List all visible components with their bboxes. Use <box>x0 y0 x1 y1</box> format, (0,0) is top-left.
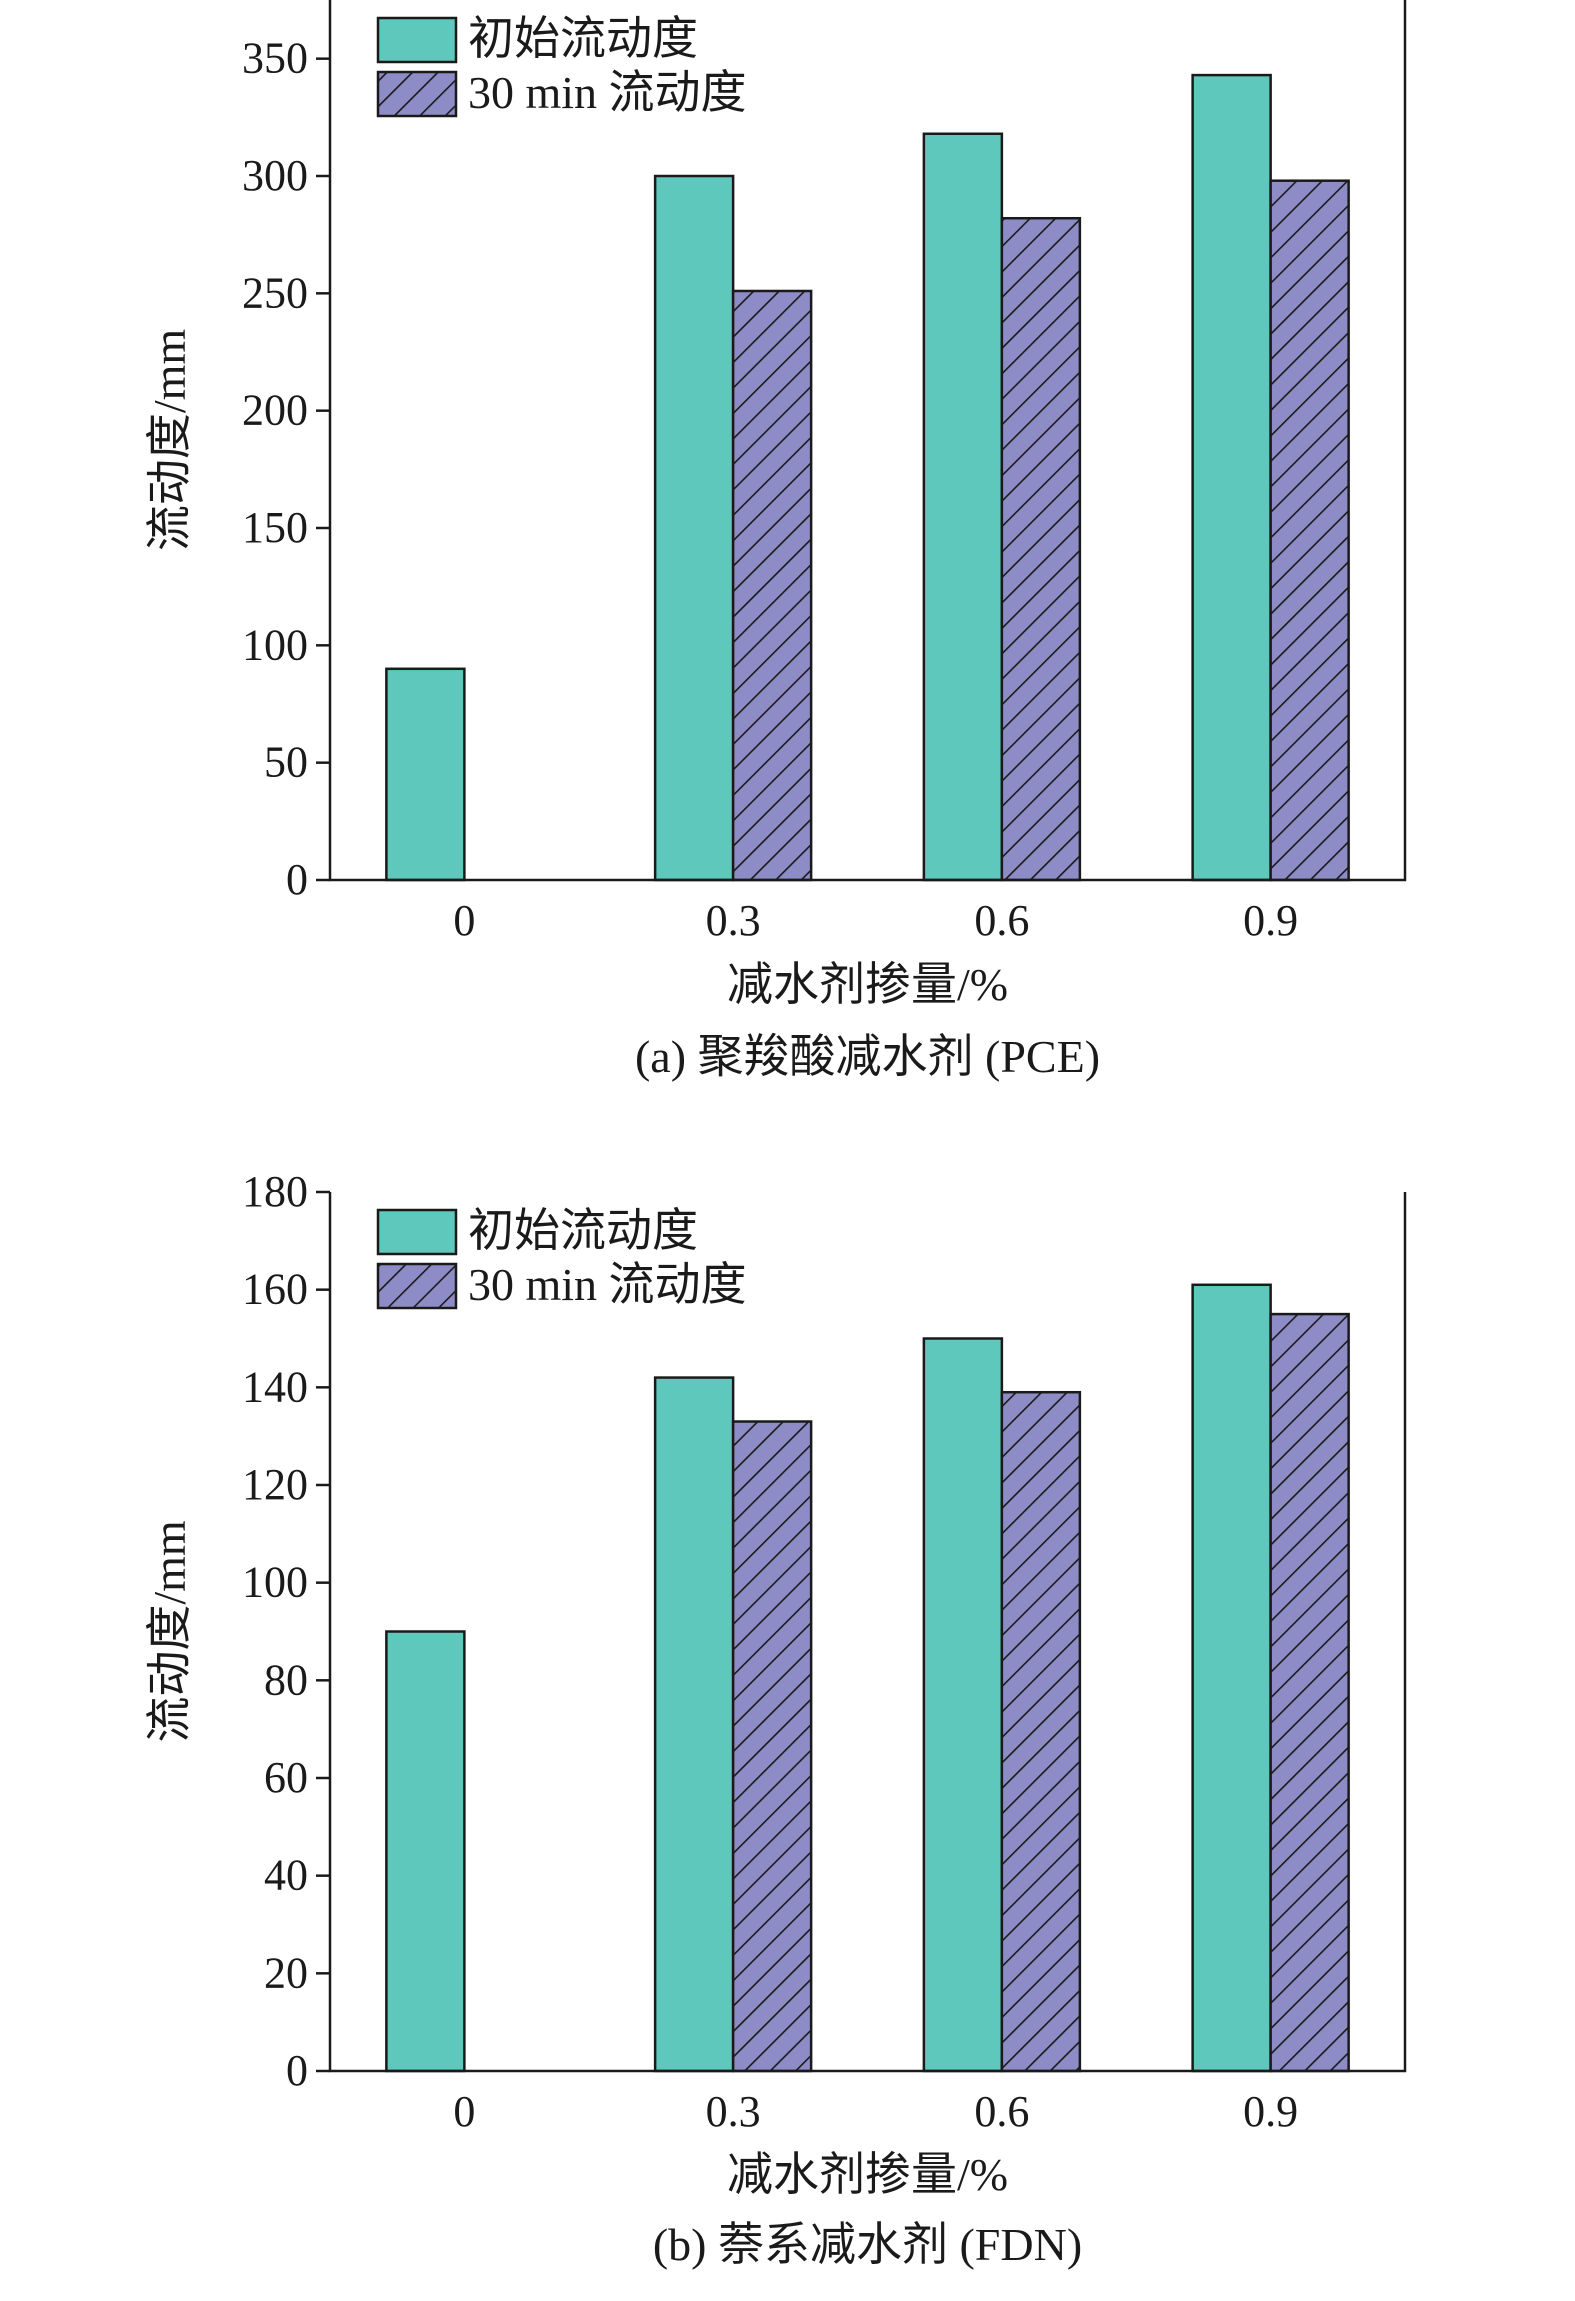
bar-initial-0 <box>385 1630 466 2073</box>
axis-frame <box>328 0 1407 882</box>
x-tick-label: 0.3 <box>706 2087 761 2136</box>
y-tick-label: 150 <box>242 503 308 552</box>
y-tick-label: 50 <box>264 738 308 787</box>
y-tick-label: 20 <box>264 1948 308 1997</box>
x-tick-label: 0.9 <box>1243 2087 1298 2136</box>
bar-30min-0.9 <box>1269 179 1350 882</box>
bar-30min-0.3 <box>731 1420 813 2073</box>
x-tick-label: 0.6 <box>974 896 1029 945</box>
axis-frame <box>328 1192 1407 2073</box>
y-tick-label: 180 <box>242 1167 308 1216</box>
bar-30min-0.9 <box>1269 1312 1350 2073</box>
chart-caption: (b) 萘系减水剂 (FDN) <box>653 2219 1082 2270</box>
bar-initial-0.9 <box>1191 1283 1272 2073</box>
y-tick-label: 100 <box>242 1558 308 1607</box>
y-tick-label: 40 <box>264 1851 308 1900</box>
y-tick-label: 60 <box>264 1753 308 1802</box>
bar-initial-0 <box>385 667 466 882</box>
y-tick-label: 250 <box>242 268 308 317</box>
bar-initial-0.3 <box>653 1376 735 2073</box>
legend-swatch-initial <box>376 1208 458 1256</box>
y-axis-label: 流动度/mm <box>144 1520 195 1743</box>
x-axis-label: 减水剂掺量/% <box>727 2149 1008 2200</box>
legend-label-30min: 30 min 流动度 <box>468 1259 747 1310</box>
y-tick-label: 140 <box>242 1362 308 1411</box>
chart-b: 0 20 40 60 80 100 120 140 160 180 0 0.3 0.6 0.9 减水剂掺量/… <box>144 1167 1407 2270</box>
chart-a: 0 50 100 150 200 250 300 350 0 0.3 0.6 0.9 减水剂掺量/% 流动… <box>144 0 1407 1082</box>
y-tick-label: 0 <box>286 2046 308 2095</box>
x-tick-label: 0.9 <box>1243 896 1298 945</box>
y-tick-label: 300 <box>242 151 308 200</box>
legend-label-30min: 30 min 流动度 <box>468 67 747 118</box>
x-tick-label: 0 <box>453 896 475 945</box>
y-tick-label: 100 <box>242 620 308 669</box>
bar-initial-0.6 <box>922 132 1004 882</box>
legend-swatch-30min <box>376 1262 458 1310</box>
y-tick-label: 350 <box>242 34 308 83</box>
x-tick-label: 0.6 <box>974 2087 1029 2136</box>
y-axis-label: 流动度/mm <box>144 329 195 552</box>
bar-30min-0.6 <box>1000 1390 1082 2073</box>
y-tick-label: 200 <box>242 386 308 435</box>
chart-caption: (a) 聚羧酸减水剂 (PCE) <box>635 1031 1100 1082</box>
legend-swatch-initial <box>376 16 458 64</box>
chart-panel-a: 0 50 100 150 200 250 300 350 0 0.3 0.6 0.9 减水剂掺量/% 流动… <box>0 0 1575 1120</box>
bar-30min-0.3 <box>731 289 813 882</box>
x-tick-label: 0.3 <box>706 896 761 945</box>
bar-30min-0.6 <box>1000 216 1082 882</box>
y-tick-label: 0 <box>286 855 308 904</box>
x-tick-label: 0 <box>453 2087 475 2136</box>
bar-initial-0.3 <box>653 174 735 882</box>
y-tick-label: 80 <box>264 1655 308 1704</box>
legend-label-initial: 初始流动度 <box>468 13 698 64</box>
chart-panel-b: 0 20 40 60 80 100 120 140 160 180 0 0.3 0.6 0.9 减水剂掺量/… <box>0 1160 1575 2301</box>
y-tick-label: 160 <box>242 1265 308 1314</box>
legend-label-initial: 初始流动度 <box>468 1205 698 1256</box>
y-tick-label: 120 <box>242 1460 308 1509</box>
bar-initial-0.6 <box>922 1337 1004 2073</box>
bar-initial-0.9 <box>1191 73 1272 882</box>
x-axis-label: 减水剂掺量/% <box>727 959 1008 1010</box>
legend-swatch-30min <box>376 70 458 118</box>
